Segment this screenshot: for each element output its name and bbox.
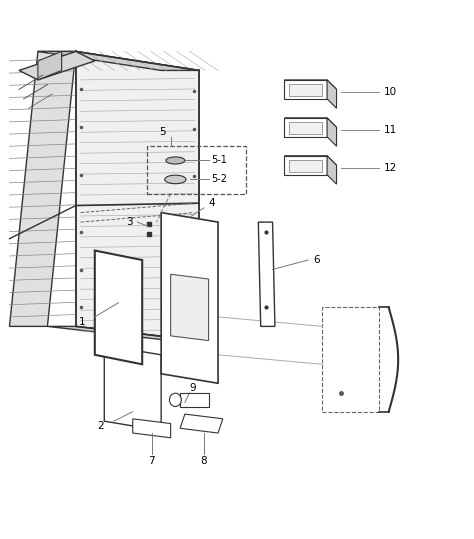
Text: 2: 2	[98, 421, 104, 431]
Polygon shape	[284, 118, 337, 127]
Polygon shape	[180, 393, 209, 407]
Polygon shape	[180, 414, 223, 433]
Polygon shape	[289, 122, 322, 134]
Text: 4: 4	[209, 198, 215, 208]
Polygon shape	[284, 156, 327, 175]
Polygon shape	[289, 84, 322, 96]
Polygon shape	[327, 118, 337, 146]
Polygon shape	[19, 51, 95, 80]
Polygon shape	[289, 160, 322, 172]
Text: 1: 1	[79, 316, 85, 327]
Text: 6: 6	[313, 255, 319, 265]
Ellipse shape	[166, 157, 185, 164]
Polygon shape	[171, 274, 209, 341]
Polygon shape	[38, 51, 62, 80]
Text: 8: 8	[201, 457, 207, 466]
Ellipse shape	[165, 175, 186, 184]
Polygon shape	[47, 327, 199, 341]
Polygon shape	[284, 80, 327, 99]
Polygon shape	[104, 345, 161, 431]
Ellipse shape	[169, 393, 181, 406]
Polygon shape	[258, 222, 275, 327]
Bar	[147, 146, 246, 194]
Text: 12: 12	[384, 163, 397, 172]
Polygon shape	[9, 51, 76, 327]
Polygon shape	[95, 251, 142, 364]
Polygon shape	[38, 51, 199, 71]
Polygon shape	[133, 419, 171, 438]
Polygon shape	[327, 156, 337, 184]
Text: 5: 5	[159, 127, 166, 137]
Polygon shape	[76, 51, 199, 341]
Polygon shape	[327, 80, 337, 108]
Polygon shape	[284, 118, 327, 137]
Text: 7: 7	[148, 457, 155, 466]
Bar	[322, 307, 379, 412]
Text: 3: 3	[126, 217, 133, 227]
Polygon shape	[161, 212, 218, 383]
Text: 5-1: 5-1	[211, 155, 227, 165]
Text: 11: 11	[384, 125, 397, 135]
Text: 10: 10	[384, 87, 397, 96]
Polygon shape	[284, 156, 337, 165]
Text: 9: 9	[190, 383, 196, 393]
Text: 5-2: 5-2	[211, 175, 227, 184]
Polygon shape	[284, 80, 337, 89]
